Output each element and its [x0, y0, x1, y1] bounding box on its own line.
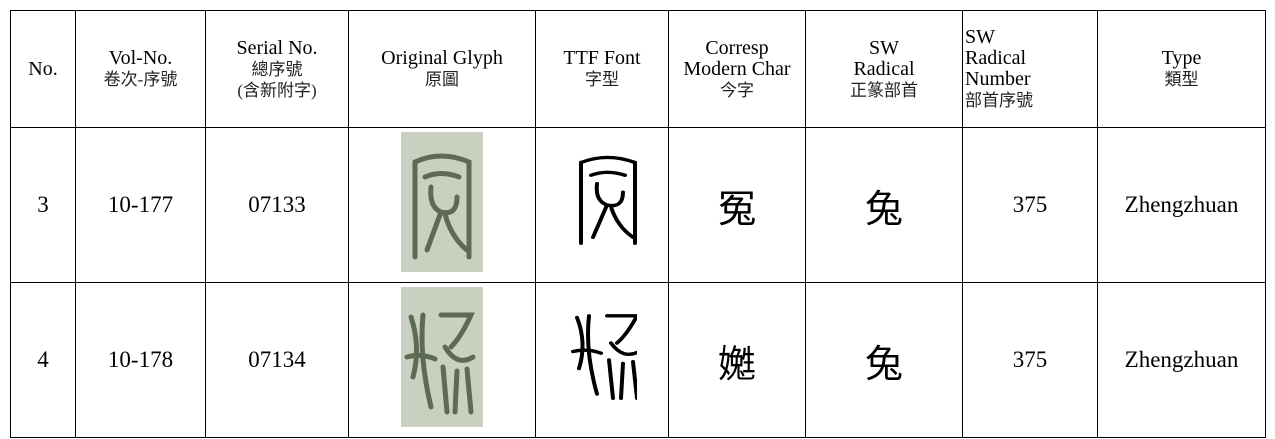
glyph-cell: [535, 127, 669, 283]
header-row: No. Vol-No. 卷次-序號 Serial No. 總序號 (含新附字) Origin…: [10, 10, 1266, 128]
table-row: 3 10-177 07133 冤兔 375 Zhengzhuan: [10, 127, 1266, 283]
header-cell: Vol-No. 卷次-序號: [75, 10, 206, 128]
glyph-stroke: [412, 153, 472, 260]
glyph-stroke: [575, 315, 585, 371]
glyph-stroke: [605, 314, 641, 345]
header-text: 總序號: [251, 59, 303, 79]
header-cell: Corresp Modern Char 今字: [668, 10, 806, 128]
header-text: TTF Font: [563, 47, 641, 69]
table-cell: Zhengzhuan: [1097, 282, 1266, 438]
glyph-scan: [401, 132, 483, 272]
table-cell: 07133: [205, 127, 349, 283]
header-cell: Type 類型: [1097, 10, 1266, 128]
glyph-stroke: [631, 360, 639, 400]
table-cell: 10-177: [75, 127, 206, 283]
header-text: Radical: [965, 47, 1027, 69]
table-cell: 兔: [805, 282, 963, 438]
header-cell: Serial No. 總序號 (含新附字): [205, 10, 349, 128]
header-text: 字型: [585, 70, 619, 89]
glyph-stroke: [440, 364, 450, 415]
table-cell: 冤: [668, 127, 806, 283]
table-cell: 3: [10, 127, 76, 283]
header-text: 卷次-序號: [103, 70, 178, 89]
glyph-stroke: [609, 205, 635, 240]
header-cell: TTF Font 字型: [535, 10, 669, 128]
table-cell: Zhengzhuan: [1097, 127, 1266, 283]
glyph-stroke: [589, 170, 627, 177]
table-cell: 4: [10, 282, 76, 438]
header-text: Corresp: [705, 36, 769, 59]
glyph-cell: [535, 282, 669, 438]
table-cell: 07134: [205, 282, 349, 438]
header-text: Type: [1161, 47, 1202, 69]
glyph-stroke: [442, 211, 470, 253]
glyph-scan: [401, 287, 483, 427]
glyph-font: [571, 314, 641, 400]
glyph-stroke: [422, 171, 462, 180]
header-cell: SW Radical Number 部首序號: [962, 10, 1098, 128]
glyph-cell: [348, 127, 536, 283]
glyph-table: No. Vol-No. 卷次-序號 Serial No. 總序號 (含新附字) Origin…: [10, 10, 1266, 438]
header-text: No.: [28, 57, 58, 80]
header-text: 今字: [720, 80, 754, 100]
table-cell: 兔: [805, 127, 963, 283]
header-text: 正篆部首: [850, 80, 918, 100]
table-cell: 375: [962, 282, 1098, 438]
glyph-stroke: [419, 312, 434, 410]
header-text: SW: [869, 36, 899, 59]
table-row: 4 10-178 07134 嬔兔 375 Zhengzhuan: [10, 282, 1266, 438]
header-text: Radical: [853, 57, 915, 80]
glyph-stroke: [586, 314, 599, 396]
glyph-font: [579, 155, 637, 245]
table-cell: 10-178: [75, 282, 206, 438]
header-text: Serial No.: [236, 36, 318, 59]
header-cell: Original Glyph 原圖: [348, 10, 536, 128]
header-cell: SW Radical 正篆部首: [805, 10, 963, 128]
glyph-stroke: [424, 209, 444, 253]
glyph-stroke: [452, 368, 460, 415]
header-text: SW: [965, 26, 995, 48]
table-cell: 嬔: [668, 282, 806, 438]
glyph-stroke: [408, 314, 419, 380]
glyph-stroke: [591, 203, 609, 240]
glyph-stroke: [579, 155, 637, 245]
glyph-stroke: [438, 312, 475, 350]
glyph-stroke: [404, 352, 438, 362]
header-text: Number: [965, 68, 1031, 90]
header-text: 原圖: [425, 70, 459, 89]
glyph-stroke: [609, 341, 641, 356]
header-cell: No.: [10, 10, 76, 128]
header-text: 部首序號: [965, 91, 1033, 110]
header-text: (含新附字): [237, 80, 317, 100]
glyph-stroke: [607, 358, 615, 400]
table-cell: 375: [962, 127, 1098, 283]
table-body: 3 10-177 07133 冤兔 375 Zhengzhuan 4 10-178 07134 嬔…: [10, 127, 1266, 438]
glyph-stroke: [619, 361, 625, 400]
glyph-stroke: [442, 344, 476, 363]
header-text: Modern Char: [683, 57, 791, 80]
glyph-stroke: [594, 182, 625, 208]
header-text: 類型: [1164, 70, 1199, 89]
glyph-stroke: [464, 366, 474, 415]
header-text: Vol-No.: [108, 47, 173, 69]
glyph-stroke: [571, 348, 603, 355]
header-text: Original Glyph: [381, 47, 503, 69]
glyph-cell: [348, 282, 536, 438]
